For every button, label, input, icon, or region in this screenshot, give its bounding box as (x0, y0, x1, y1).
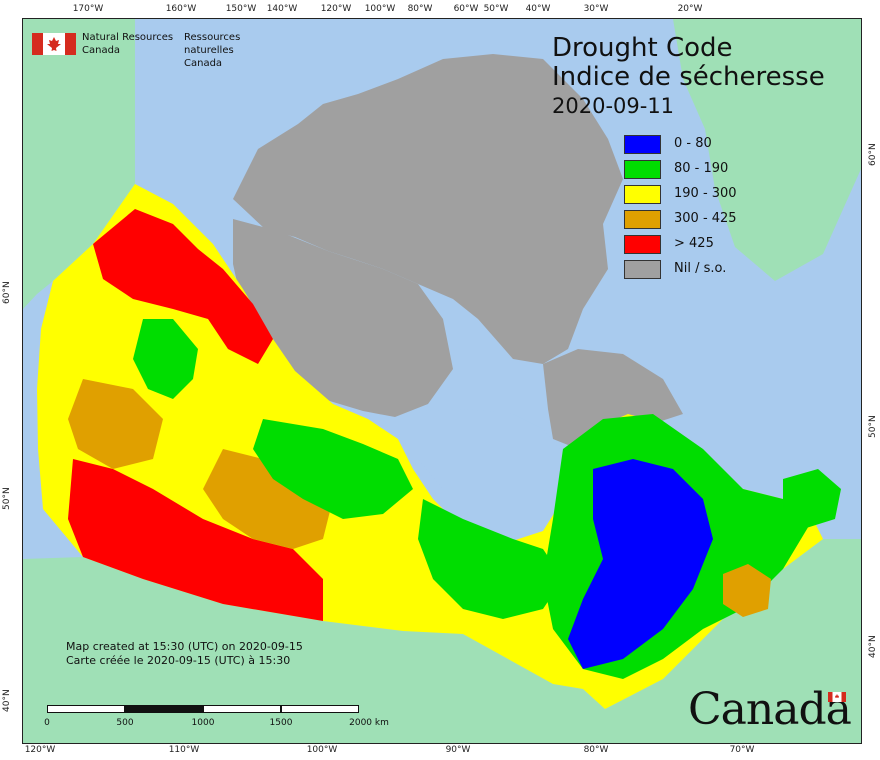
zone-newfoundland-green (783, 469, 841, 529)
legend-label: 190 - 300 (674, 186, 737, 201)
agency-name-fr: Ressources naturelles Canada (184, 32, 241, 69)
legend-label: Nil / s.o. (674, 261, 727, 276)
zone-nwt-red (93, 209, 273, 364)
bottom-tick-label: 110°W (168, 745, 200, 755)
greenland-land (673, 19, 861, 281)
wordmark-text: Canada (688, 684, 852, 735)
hudson-bay-water (398, 409, 568, 539)
bottom-tick-label: 70°W (729, 745, 755, 755)
scale-tick-label: 0 (44, 718, 50, 728)
northern-quebec-nil (543, 349, 683, 451)
top-tick-label: 60°W (453, 4, 479, 14)
zone-prairie-orange (203, 449, 333, 549)
wordmark-flag-icon (828, 692, 846, 702)
left-tick-label: 50°N (2, 487, 12, 510)
top-tick-label: 160°W (165, 4, 197, 14)
zone-manitoba-green (253, 419, 413, 519)
left-tick-label: 40°N (2, 689, 12, 712)
scale-segment (47, 705, 125, 713)
bottom-tick-label: 80°W (583, 745, 609, 755)
right-tick-label: 50°N (868, 415, 878, 438)
top-tick-label: 120°W (320, 4, 352, 14)
zone-bc-orange (68, 379, 163, 469)
right-tick-label: 60°N (868, 143, 878, 166)
legend-label: > 425 (674, 236, 714, 251)
top-tick-label: 140°W (266, 4, 298, 14)
top-tick-label: 30°W (583, 4, 609, 14)
bottom-tick-label: 120°W (24, 745, 56, 755)
legend-swatch (624, 210, 661, 229)
title-en: Drought Code (552, 33, 733, 63)
title-fr: Indice de sécheresse (552, 62, 825, 92)
canada-wordmark: Canada (688, 686, 854, 736)
top-tick-label: 170°W (72, 4, 104, 14)
canada-flag-icon (32, 33, 76, 55)
map-date: 2020-09-11 (552, 94, 675, 118)
scale-tick-label: 1000 (191, 718, 215, 728)
top-tick-label: 20°W (677, 4, 703, 14)
legend-label: 300 - 425 (674, 211, 737, 226)
top-tick-label: 100°W (364, 4, 396, 14)
zone-nwt-green (133, 319, 198, 399)
top-tick-label: 40°W (525, 4, 551, 14)
top-tick-label: 80°W (407, 4, 433, 14)
credit-line-fr: Carte créée le 2020-09-15 (UTC) à 15:30 (66, 654, 291, 667)
scale-segment (281, 705, 359, 713)
legend-swatch (624, 135, 661, 154)
agency-name-en: Natural Resources Canada (82, 32, 174, 56)
zone-atlantic-orange (723, 564, 771, 617)
legend-label: 0 - 80 (674, 136, 712, 151)
top-tick-label: 50°W (483, 4, 509, 14)
map-frame (22, 18, 862, 744)
right-tick-label: 40°N (868, 635, 878, 658)
zone-quebec-blue (568, 459, 713, 669)
scale-segment (203, 705, 281, 713)
alaska-land (23, 19, 135, 309)
scale-tick-label: 1500 (269, 718, 293, 728)
map-canvas (23, 19, 861, 743)
scale-tick-label: 2000 km (349, 718, 389, 728)
top-tick-label: 150°W (225, 4, 257, 14)
map-credits: Map created at 15:30 (UTC) on 2020-09-15… (66, 640, 303, 668)
scale-bar: 0 500 1000 1500 2000 km (44, 705, 389, 735)
legend-swatch (624, 260, 661, 279)
zone-bc-red (68, 459, 323, 621)
legend-swatch (624, 160, 661, 179)
bottom-tick-label: 90°W (445, 745, 471, 755)
arctic-islands-nil (233, 54, 623, 364)
legend-swatch (624, 235, 661, 254)
legend-label: 80 - 190 (674, 161, 729, 176)
map-title: Drought Code Indice de sécheresse 2020-0… (552, 34, 825, 120)
zone-ontario-green (418, 499, 563, 619)
bottom-tick-label: 100°W (306, 745, 338, 755)
scale-segment (125, 705, 203, 713)
scale-tick-label: 500 (116, 718, 134, 728)
legend-swatch (624, 185, 661, 204)
agency-signature: Natural Resources Canada Ressources natu… (32, 31, 262, 69)
credit-line-en: Map created at 15:30 (UTC) on 2020-09-15 (66, 640, 303, 653)
left-tick-label: 60°N (2, 281, 12, 304)
usa-land (23, 539, 861, 743)
